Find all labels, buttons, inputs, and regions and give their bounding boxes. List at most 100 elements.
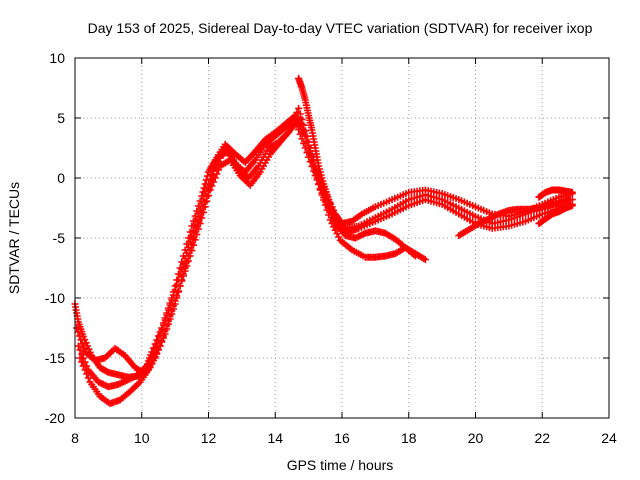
data-point-marker <box>194 210 202 218</box>
data-point-marker <box>173 281 181 289</box>
y-axis-label: SDTVAR / TECUs <box>6 182 22 294</box>
data-point-marker <box>296 130 304 138</box>
x-tick-label: 24 <box>601 430 617 446</box>
data-point-marker <box>205 192 212 200</box>
data-point-marker <box>186 238 194 246</box>
data-point-marker <box>181 267 189 275</box>
data-markers <box>71 74 576 408</box>
data-point-marker <box>161 316 169 324</box>
data-point-marker <box>84 342 92 350</box>
data-point-marker <box>161 327 169 335</box>
y-tick-label: -5 <box>53 230 66 246</box>
data-point-marker <box>303 138 311 146</box>
data-point-marker <box>300 139 308 147</box>
data-point-marker <box>183 262 191 270</box>
plot-frame <box>74 57 610 419</box>
data-point-marker <box>189 227 197 235</box>
data-point-marker <box>154 336 162 344</box>
data-point-marker <box>191 236 199 244</box>
data-point-marker <box>206 186 214 194</box>
data-point-marker <box>298 120 306 128</box>
data-point-marker <box>73 324 81 332</box>
data-point-marker <box>306 150 314 158</box>
data-point-marker <box>149 356 157 364</box>
data-point-marker <box>159 321 167 329</box>
data-point-marker <box>164 317 172 325</box>
data-point-marker <box>78 340 86 348</box>
x-tick-label: 14 <box>267 430 283 446</box>
data-point-marker <box>411 252 419 260</box>
data-point-marker <box>78 350 86 358</box>
data-point-marker <box>84 374 92 382</box>
grid-lines <box>75 58 609 418</box>
series-track-7 <box>535 202 576 228</box>
data-point-marker <box>173 292 181 300</box>
y-tick-label: 10 <box>49 50 65 66</box>
data-point-marker <box>163 311 171 319</box>
data-point-marker <box>168 307 176 315</box>
data-point-marker <box>211 174 219 182</box>
data-point-marker <box>153 349 161 357</box>
data-point-marker <box>208 182 216 190</box>
series-track-8 <box>535 186 576 201</box>
data-point-marker <box>169 302 177 310</box>
data-point-marker <box>305 144 313 152</box>
y-tick-label: -10 <box>45 290 65 306</box>
data-point-marker <box>184 257 192 265</box>
data-point-marker <box>179 272 187 280</box>
data-point-marker <box>213 170 221 178</box>
data-point-marker <box>189 241 197 249</box>
data-point-marker <box>169 291 177 299</box>
x-tick-label: 8 <box>71 430 79 446</box>
data-point-marker <box>81 366 89 374</box>
data-point-marker <box>158 337 166 345</box>
data-point-marker <box>199 208 207 216</box>
data-point-marker <box>178 277 186 285</box>
data-point-marker <box>80 344 88 352</box>
data-point-marker <box>201 203 209 211</box>
data-point-marker <box>188 232 196 240</box>
x-tick-label: 18 <box>401 430 417 446</box>
x-tick-label: 16 <box>334 430 350 446</box>
data-point-marker <box>79 362 87 370</box>
data-point-marker <box>156 331 164 339</box>
data-point-marker <box>76 346 84 354</box>
data-point-marker <box>213 157 221 165</box>
data-point-marker <box>149 348 157 356</box>
data-point-marker <box>198 214 206 222</box>
y-tick-label: -20 <box>45 410 65 426</box>
data-point-marker <box>295 104 303 112</box>
data-point-marker <box>76 354 84 362</box>
data-point-marker <box>171 297 179 305</box>
data-point-marker <box>191 221 199 229</box>
data-point-marker <box>77 336 85 344</box>
data-point-marker <box>176 271 184 279</box>
data-point-marker <box>194 225 202 233</box>
data-point-marker <box>210 178 218 186</box>
data-point-marker <box>168 296 176 304</box>
data-point-marker <box>156 342 164 350</box>
x-axis-label: GPS time / hours <box>287 457 394 473</box>
data-point-marker <box>186 252 194 260</box>
data-point-marker <box>159 332 167 340</box>
data-point-marker <box>174 287 182 295</box>
data-point-marker <box>74 342 82 350</box>
data-point-marker <box>203 185 211 193</box>
data-point-marker <box>196 220 204 228</box>
data-point-marker <box>325 211 333 219</box>
data-point-marker <box>166 301 174 309</box>
data-point-marker <box>154 346 162 354</box>
data-point-marker <box>83 370 91 378</box>
data-point-marker <box>174 276 182 284</box>
x-tick-label: 22 <box>534 430 550 446</box>
data-point-marker <box>78 358 86 366</box>
data-point-marker <box>75 332 83 340</box>
data-point-marker <box>171 286 179 294</box>
data-point-marker <box>166 312 174 320</box>
series-track-1 <box>71 112 576 381</box>
data-point-marker <box>301 132 309 140</box>
data-point-marker <box>215 166 223 174</box>
data-point-marker <box>188 247 196 255</box>
